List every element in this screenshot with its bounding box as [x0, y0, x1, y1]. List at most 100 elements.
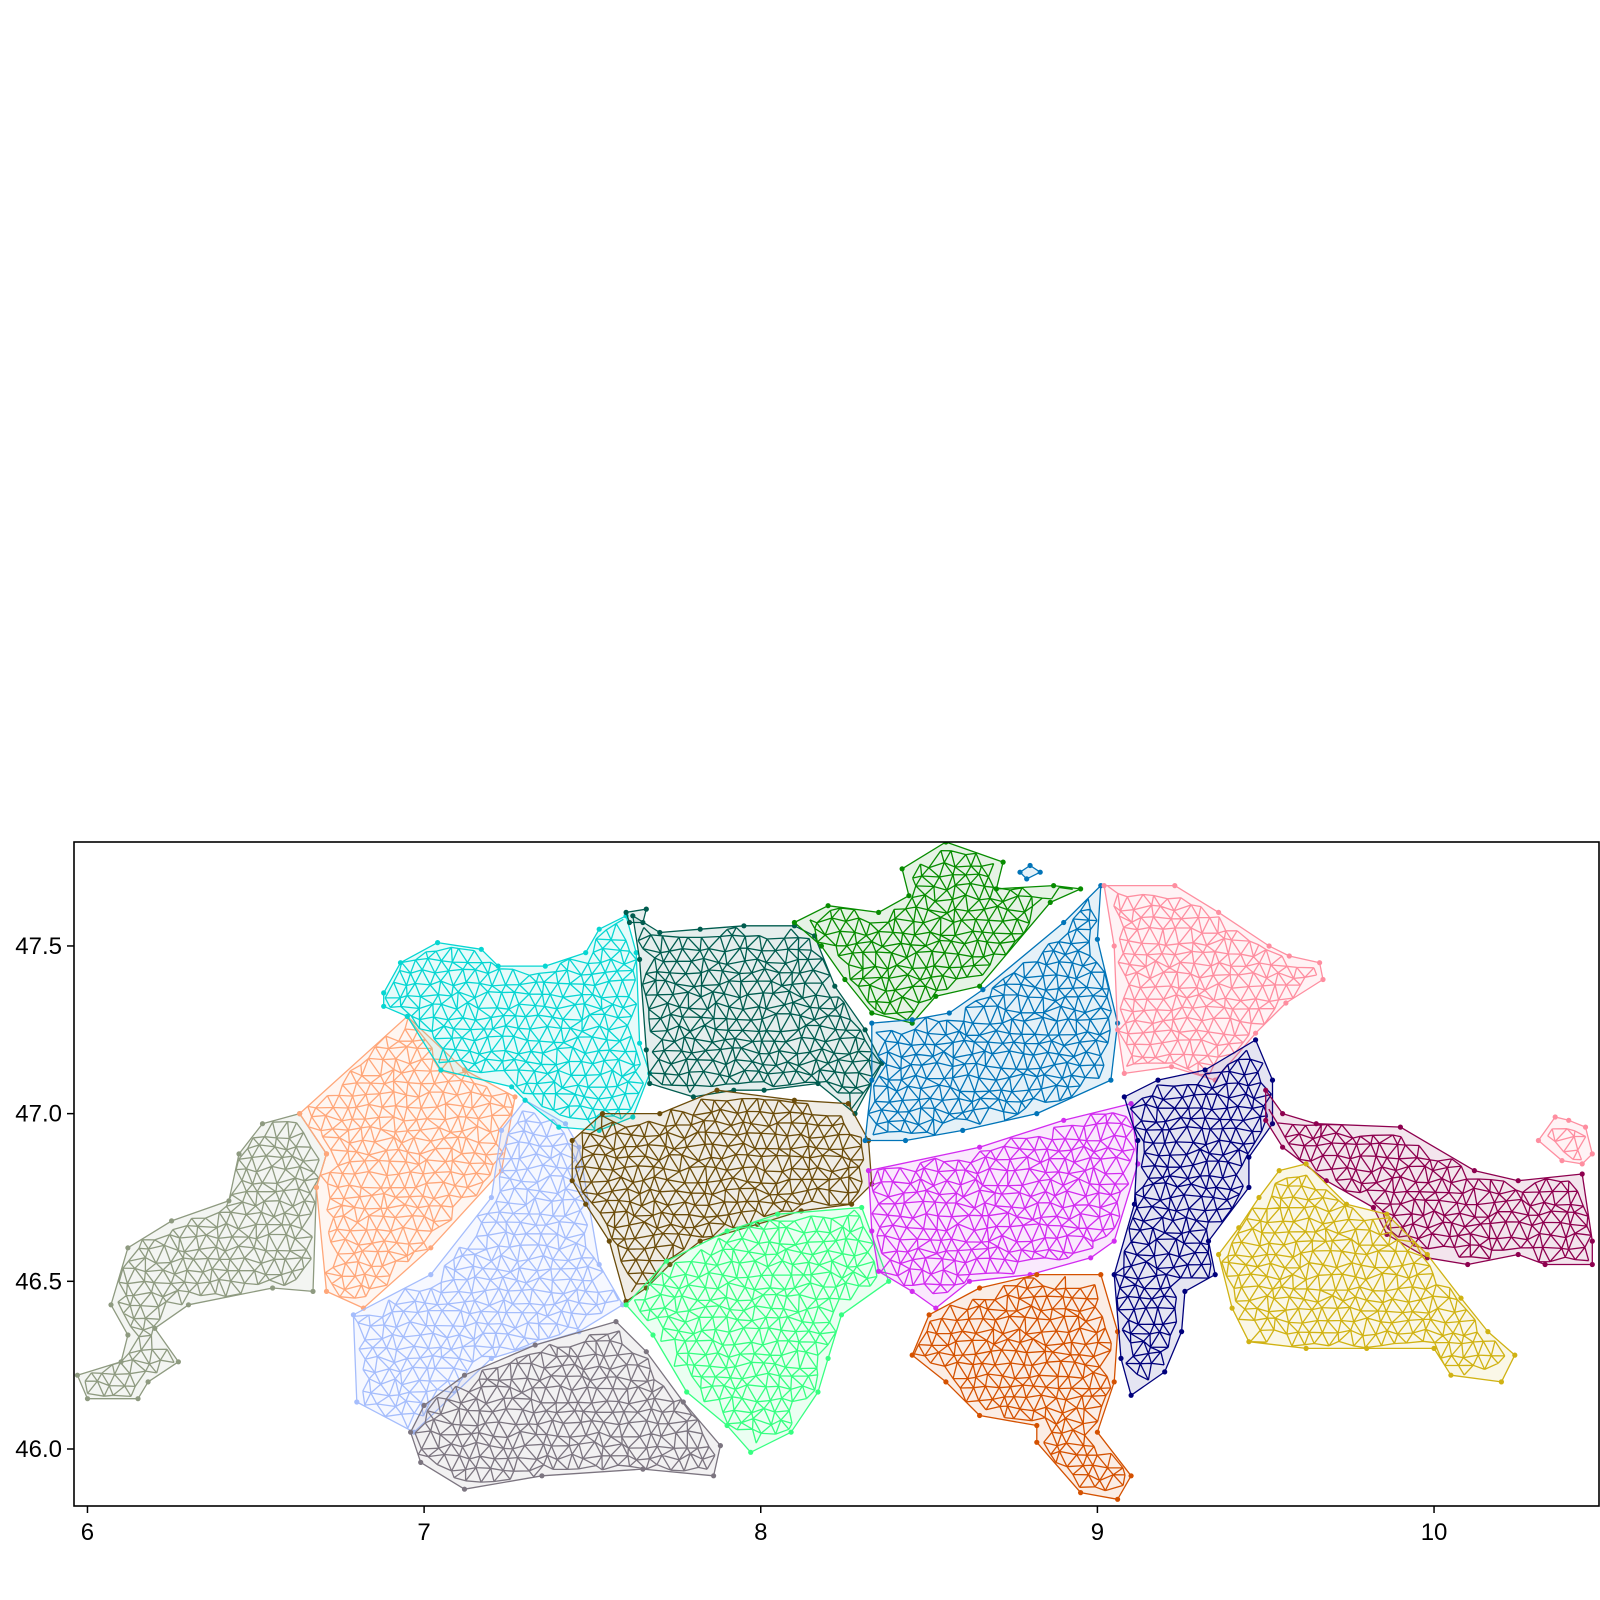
region-15-node	[1579, 1171, 1585, 1177]
region-3-node	[498, 1127, 505, 1133]
region-1-node	[226, 1198, 232, 1204]
region-12-node	[1088, 1255, 1094, 1261]
region-3-node	[354, 1399, 360, 1405]
region-15-node	[1280, 1111, 1286, 1117]
region-3-node	[576, 1144, 582, 1150]
region-7-node	[657, 1111, 663, 1117]
region-5-node	[435, 940, 441, 946]
region-9-node	[842, 976, 848, 983]
region-4-node	[680, 1399, 686, 1405]
region-13-node	[1094, 1429, 1100, 1435]
region-7	[569, 1087, 875, 1304]
region-15-node	[1471, 1168, 1477, 1174]
region-8-node	[838, 1312, 845, 1318]
region-1-node	[175, 1359, 181, 1365]
region-16-node	[1498, 1379, 1504, 1385]
region-4-mesh	[409, 1320, 722, 1490]
region-12-node	[865, 1168, 872, 1174]
region-10-node	[909, 1017, 915, 1023]
region-5-node	[596, 926, 602, 932]
region-4-node	[539, 1473, 545, 1479]
region-15-node	[1370, 1204, 1376, 1211]
region-6-node	[643, 1047, 649, 1053]
region-16-mesh	[1217, 1163, 1516, 1383]
region-16-node	[1303, 1345, 1309, 1351]
region-8-node	[623, 1302, 629, 1308]
region-16-node	[1384, 1211, 1390, 1217]
region-5-node	[630, 1114, 636, 1120]
region-15-node	[1280, 1144, 1286, 1150]
region-19-mesh	[1537, 1116, 1593, 1165]
region-13-node	[1128, 1473, 1134, 1479]
region-4-node	[711, 1473, 717, 1479]
region-14-node	[1246, 1184, 1252, 1190]
region-2-node	[323, 1151, 330, 1157]
region-17-node	[1017, 869, 1023, 875]
region-5-node	[404, 1013, 410, 1020]
region-15-node	[1589, 1261, 1595, 1268]
x-tick-label: 7	[417, 1519, 430, 1546]
region-10-node	[869, 1020, 875, 1026]
region-4-node	[613, 1319, 619, 1325]
region-16-node	[1458, 1295, 1464, 1301]
region-8-node	[886, 1278, 892, 1284]
region-1-node	[145, 1379, 151, 1385]
region-14-node	[1118, 1355, 1124, 1361]
region-1-node	[135, 1396, 141, 1402]
region-13-node	[909, 1352, 915, 1358]
region-10-node	[980, 987, 986, 993]
region-11-node	[1121, 1070, 1127, 1076]
region-14	[1111, 1037, 1276, 1398]
region-5-node	[542, 963, 548, 969]
region-9-node	[993, 886, 1000, 892]
region-13-mesh	[911, 1273, 1132, 1500]
region-17	[1017, 862, 1043, 882]
region-3-node	[488, 1194, 494, 1201]
region-2-node	[323, 1288, 330, 1294]
region-9-node	[906, 893, 912, 899]
region-14-node	[1269, 1121, 1276, 1127]
region-11-node	[1283, 1000, 1289, 1006]
region-12-node	[1128, 1101, 1134, 1107]
region-12-node	[933, 1305, 939, 1311]
region-1-node	[125, 1245, 131, 1251]
region-8-node	[788, 1429, 794, 1435]
region-8-node	[775, 1211, 781, 1217]
region-11-node	[1253, 1030, 1259, 1036]
region-2-node	[461, 1067, 468, 1073]
region-13-node	[977, 1285, 983, 1291]
region-6-mesh	[632, 915, 883, 1115]
region-12-node	[966, 1278, 973, 1284]
region-4-node	[461, 1372, 468, 1378]
region-16-node	[1236, 1225, 1242, 1231]
region-13-node	[977, 1412, 983, 1419]
region-9-node	[933, 993, 939, 999]
region-3-mesh	[352, 1099, 624, 1433]
region-10-node	[1108, 1077, 1114, 1083]
region-8-node	[724, 1228, 730, 1234]
region-5-node	[509, 1084, 515, 1090]
region-9-node	[1000, 859, 1006, 865]
region-14-node	[1253, 1037, 1259, 1043]
region-18	[623, 906, 649, 926]
region-9-node	[869, 1010, 875, 1016]
region-19-node	[1579, 1161, 1585, 1167]
region-12-node	[1111, 1238, 1117, 1244]
region-3	[350, 1097, 626, 1435]
region-1-node	[125, 1332, 131, 1338]
region-10-node	[1034, 1111, 1040, 1117]
region-11-node	[1101, 883, 1107, 889]
region-10-node	[960, 1127, 966, 1133]
region-15-node	[1465, 1261, 1471, 1268]
region-16-node	[1364, 1345, 1370, 1351]
region-8-node	[650, 1332, 656, 1338]
region-11	[1101, 883, 1326, 1083]
region-10-node	[946, 1010, 952, 1016]
region-16-node	[1216, 1251, 1222, 1258]
region-6-node	[657, 929, 663, 936]
region-9-node	[1051, 883, 1057, 889]
region-1-mesh	[76, 1112, 328, 1400]
x-tick-label: 8	[754, 1519, 767, 1546]
region-1-node	[84, 1396, 91, 1402]
